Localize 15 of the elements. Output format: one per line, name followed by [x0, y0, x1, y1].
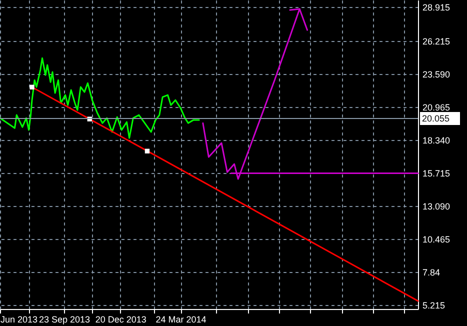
- y-tick-label: 15.715: [422, 168, 450, 179]
- y-tick-label: 28.915: [422, 2, 450, 13]
- y-tick-label: 5.215: [422, 300, 446, 311]
- x-tick-label: 20 Dec 2013: [95, 314, 146, 324]
- ref-line-label: 20.055: [422, 113, 450, 124]
- x-tick-label: Jun 2013: [0, 314, 38, 324]
- x-tick-label: 23 Sep 2013: [38, 314, 90, 324]
- y-tick-label: 13.090: [422, 202, 450, 212]
- y-tick-label: 26.215: [422, 36, 450, 47]
- y-tick-label: 10.465: [422, 234, 450, 245]
- x-tick-label: 24 Mar 2014: [156, 314, 206, 324]
- y-tick-label: 7.84: [422, 268, 440, 278]
- y-tick-label: 20.965: [422, 102, 450, 113]
- y-tick-label: 23.590: [422, 70, 450, 80]
- y-tick-label: 18.340: [422, 136, 450, 146]
